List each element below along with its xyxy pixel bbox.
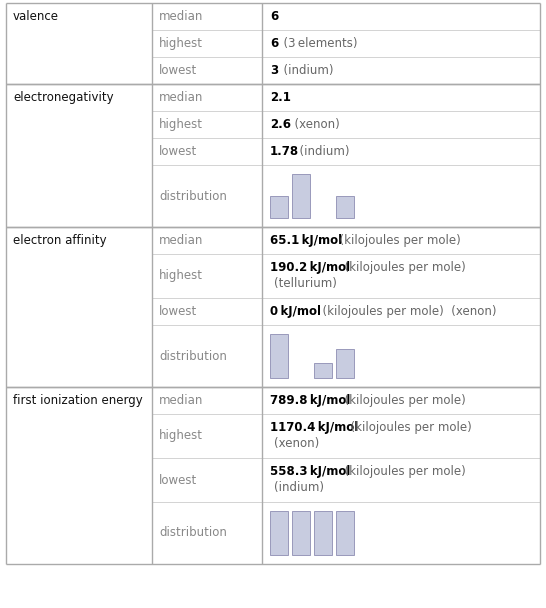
Text: 1170.4 kJ/mol: 1170.4 kJ/mol <box>270 421 358 434</box>
Text: (xenon): (xenon) <box>287 118 340 131</box>
Text: lowest: lowest <box>159 474 197 486</box>
Text: median: median <box>159 10 203 23</box>
Text: 65.1 kJ/mol: 65.1 kJ/mol <box>270 234 342 247</box>
Bar <box>270 511 288 555</box>
Text: 558.3 kJ/mol: 558.3 kJ/mol <box>270 465 351 478</box>
Text: highest: highest <box>159 118 203 131</box>
Text: (indium): (indium) <box>293 145 350 158</box>
Text: (kilojoules per mole): (kilojoules per mole) <box>337 261 466 274</box>
Text: 6: 6 <box>270 10 278 23</box>
Text: valence: valence <box>13 10 59 23</box>
Bar <box>336 511 354 555</box>
Text: median: median <box>159 234 203 247</box>
Text: distribution: distribution <box>159 350 227 362</box>
Text: (indium): (indium) <box>274 482 324 494</box>
Bar <box>314 364 332 378</box>
Text: 190.2 kJ/mol: 190.2 kJ/mol <box>270 261 350 274</box>
Text: 0 kJ/mol: 0 kJ/mol <box>270 305 321 318</box>
Text: (kilojoules per mole): (kilojoules per mole) <box>337 465 466 478</box>
Text: highest: highest <box>159 269 203 283</box>
Text: (3 elements): (3 elements) <box>276 37 357 50</box>
Text: (xenon): (xenon) <box>274 437 319 451</box>
Text: distribution: distribution <box>159 190 227 202</box>
Text: highest: highest <box>159 429 203 443</box>
Text: distribution: distribution <box>159 527 227 539</box>
Text: lowest: lowest <box>159 305 197 318</box>
Text: electron affinity: electron affinity <box>13 234 106 247</box>
Text: 6: 6 <box>270 37 278 50</box>
Text: lowest: lowest <box>159 145 197 158</box>
Bar <box>270 196 288 218</box>
Text: median: median <box>159 394 203 407</box>
Text: (indium): (indium) <box>276 64 333 77</box>
Text: 3: 3 <box>270 64 278 77</box>
Text: (kilojoules per mole): (kilojoules per mole) <box>337 394 466 407</box>
Text: lowest: lowest <box>159 64 197 77</box>
Text: 2.1: 2.1 <box>270 91 291 104</box>
Text: electronegativity: electronegativity <box>13 91 114 104</box>
Text: (kilojoules per mole)  (xenon): (kilojoules per mole) (xenon) <box>315 305 496 318</box>
Text: (kilojoules per mole): (kilojoules per mole) <box>331 234 460 247</box>
Bar <box>292 511 310 555</box>
Text: median: median <box>159 91 203 104</box>
Bar <box>314 511 332 555</box>
Text: highest: highest <box>159 37 203 50</box>
Text: 1.78: 1.78 <box>270 145 299 158</box>
Bar <box>336 348 354 378</box>
Bar <box>336 196 354 218</box>
Bar <box>270 334 288 378</box>
Text: (tellurium): (tellurium) <box>274 277 337 291</box>
Text: (kilojoules per mole): (kilojoules per mole) <box>343 421 472 434</box>
Text: 2.6: 2.6 <box>270 118 291 131</box>
Bar <box>292 174 310 218</box>
Text: first ionization energy: first ionization energy <box>13 394 143 407</box>
Text: 789.8 kJ/mol: 789.8 kJ/mol <box>270 394 351 407</box>
